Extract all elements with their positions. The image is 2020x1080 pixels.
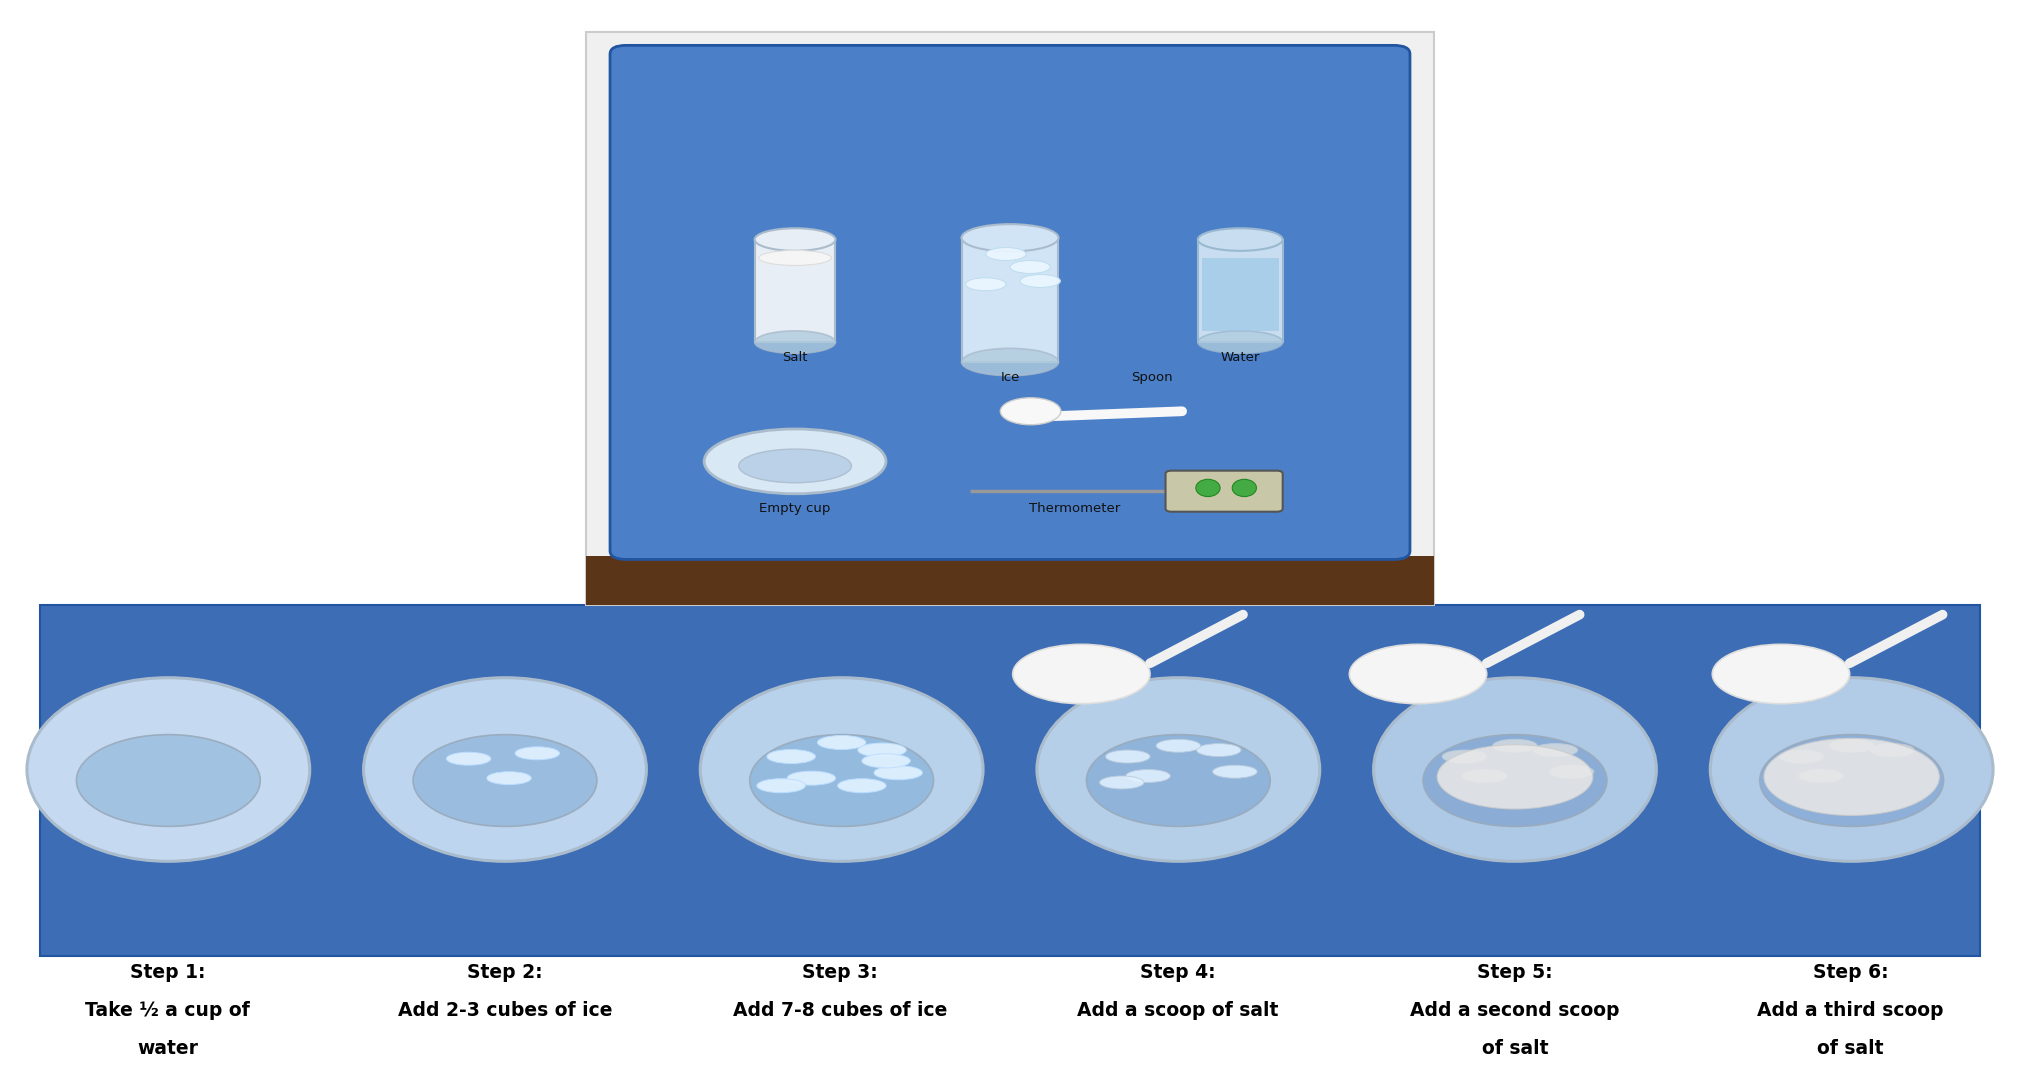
Ellipse shape: [1099, 775, 1143, 788]
Ellipse shape: [1374, 678, 1656, 862]
Ellipse shape: [863, 754, 911, 768]
Ellipse shape: [1422, 734, 1608, 826]
Text: Step 6:: Step 6:: [1812, 963, 1889, 983]
Ellipse shape: [838, 779, 887, 793]
Ellipse shape: [1012, 645, 1149, 704]
Ellipse shape: [1125, 769, 1170, 782]
Ellipse shape: [515, 747, 560, 760]
Text: Thermometer: Thermometer: [1028, 502, 1121, 515]
Ellipse shape: [986, 247, 1026, 260]
Ellipse shape: [1349, 645, 1487, 704]
Ellipse shape: [1462, 769, 1507, 782]
Bar: [586, 32, 1434, 605]
Text: Water: Water: [1220, 351, 1260, 364]
Ellipse shape: [446, 752, 491, 765]
Ellipse shape: [1493, 739, 1537, 752]
Text: Step 1:: Step 1:: [129, 963, 206, 983]
Text: Take ½ a cup of: Take ½ a cup of: [85, 1001, 250, 1021]
Ellipse shape: [755, 228, 836, 251]
Ellipse shape: [768, 750, 816, 764]
Ellipse shape: [1871, 743, 1915, 756]
Ellipse shape: [1198, 228, 1283, 251]
Ellipse shape: [1549, 765, 1594, 778]
Text: Ice: Ice: [1000, 370, 1020, 383]
FancyBboxPatch shape: [610, 45, 1410, 559]
Text: Step 3:: Step 3:: [802, 963, 879, 983]
Bar: [586, 556, 1434, 605]
Ellipse shape: [1196, 743, 1240, 756]
Ellipse shape: [1442, 750, 1487, 762]
Ellipse shape: [858, 743, 907, 757]
Text: Add 2-3 cubes of ice: Add 2-3 cubes of ice: [398, 1001, 612, 1021]
Ellipse shape: [412, 734, 598, 826]
Text: Salt: Salt: [782, 351, 808, 364]
Ellipse shape: [1830, 739, 1875, 752]
Bar: [755, 240, 836, 342]
Ellipse shape: [755, 330, 836, 353]
Text: Add a third scoop: Add a third scoop: [1757, 1001, 1943, 1021]
Bar: [962, 238, 1058, 362]
Ellipse shape: [77, 734, 261, 826]
Ellipse shape: [749, 734, 933, 826]
Ellipse shape: [1087, 734, 1271, 826]
Ellipse shape: [966, 278, 1006, 291]
Ellipse shape: [760, 251, 832, 266]
Ellipse shape: [1232, 480, 1256, 497]
Ellipse shape: [364, 678, 646, 862]
Text: Step 5:: Step 5:: [1477, 963, 1553, 983]
Ellipse shape: [1800, 769, 1844, 782]
Ellipse shape: [1196, 480, 1220, 497]
Ellipse shape: [1212, 765, 1256, 778]
Text: Add a second scoop: Add a second scoop: [1410, 1001, 1620, 1021]
Ellipse shape: [1036, 678, 1319, 862]
Bar: [1202, 258, 1279, 332]
Text: of salt: of salt: [1483, 1039, 1547, 1058]
Text: of salt: of salt: [1818, 1039, 1883, 1058]
Ellipse shape: [739, 449, 852, 483]
Bar: [1198, 240, 1283, 342]
Ellipse shape: [1759, 734, 1943, 826]
Ellipse shape: [758, 779, 806, 793]
Ellipse shape: [788, 771, 836, 785]
Ellipse shape: [1020, 274, 1060, 287]
Ellipse shape: [487, 771, 531, 784]
Bar: [40, 605, 1980, 956]
Ellipse shape: [26, 678, 309, 862]
Ellipse shape: [1711, 678, 1994, 862]
Ellipse shape: [1780, 750, 1824, 762]
Text: water: water: [137, 1039, 198, 1058]
Text: Add a scoop of salt: Add a scoop of salt: [1077, 1001, 1279, 1021]
Ellipse shape: [962, 225, 1058, 252]
Ellipse shape: [1000, 397, 1060, 424]
Text: Empty cup: Empty cup: [760, 502, 830, 515]
Ellipse shape: [875, 766, 923, 780]
Ellipse shape: [1010, 260, 1050, 273]
Ellipse shape: [1198, 330, 1283, 353]
Ellipse shape: [962, 349, 1058, 376]
FancyBboxPatch shape: [1166, 471, 1283, 512]
Ellipse shape: [1763, 739, 1939, 815]
Ellipse shape: [705, 429, 887, 494]
Ellipse shape: [1438, 745, 1592, 809]
Text: Add 7-8 cubes of ice: Add 7-8 cubes of ice: [733, 1001, 947, 1021]
Ellipse shape: [701, 678, 984, 862]
Text: Step 2:: Step 2:: [467, 963, 543, 983]
Text: Step 4:: Step 4:: [1139, 963, 1216, 983]
Text: Spoon: Spoon: [1131, 372, 1174, 384]
Ellipse shape: [1105, 750, 1149, 762]
Ellipse shape: [818, 735, 867, 750]
Ellipse shape: [1155, 739, 1200, 752]
Ellipse shape: [1533, 743, 1578, 756]
Ellipse shape: [1713, 645, 1850, 704]
